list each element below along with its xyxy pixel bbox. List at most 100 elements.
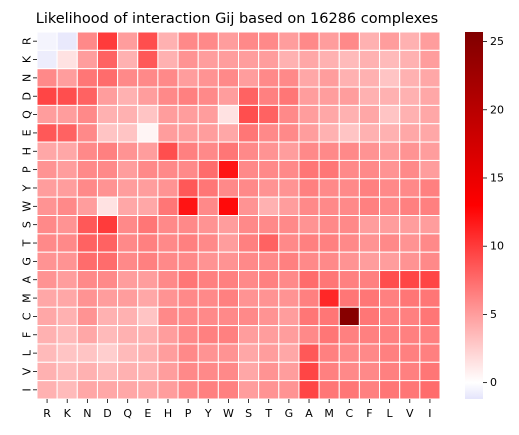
heatmap-cell-D-F <box>358 86 381 106</box>
heatmap-cell-Q-E <box>137 104 159 125</box>
heatmap-cell-S-Q <box>117 215 139 235</box>
heatmap-cell-R-I <box>419 31 441 51</box>
heatmap-cell-I-R <box>36 380 58 400</box>
heatmap-cell-M-C <box>338 288 360 308</box>
heatmap-cell-Y-W <box>217 178 240 198</box>
heatmap-cell-L-H <box>157 343 179 363</box>
heatmap-cell-K-E <box>137 49 159 70</box>
heatmap-cell-N-A <box>298 68 320 88</box>
heatmap-cell-A-D <box>96 270 119 290</box>
heatmap-cell-C-A <box>298 306 320 327</box>
x-tick-label: S <box>245 407 252 420</box>
colorbar-tick-label: 0 <box>490 376 497 389</box>
heatmap-cell-G-T <box>258 251 280 272</box>
heatmap-cell-R-R <box>36 31 58 51</box>
heatmap-cell-R-Q <box>117 31 139 51</box>
heatmap-cell-Q-S <box>238 104 260 125</box>
y-tick-label: C <box>21 312 34 320</box>
heatmap-cell-G-Y <box>197 251 219 272</box>
heatmap-cell-Q-T <box>258 104 280 125</box>
heatmap-cell-L-G <box>278 343 300 363</box>
heatmap-cell-R-A <box>298 31 320 51</box>
heatmap-cell-P-I <box>419 159 441 180</box>
heatmap-cell-H-Y <box>197 141 219 161</box>
heatmap-cell-P-M <box>318 159 340 180</box>
heatmap-cell-G-K <box>56 251 78 272</box>
heatmap-cell-V-E <box>137 361 159 382</box>
heatmap-cell-E-E <box>137 123 159 143</box>
heatmap-cell-M-K <box>56 288 78 308</box>
heatmap-cell-K-P <box>177 49 199 70</box>
heatmap-cell-A-M <box>318 270 340 290</box>
heatmap-cell-D-A <box>298 86 320 106</box>
heatmap-cell-M-P <box>177 288 199 308</box>
heatmap-cell-N-F <box>358 68 381 88</box>
heatmap-cell-L-T <box>258 343 280 363</box>
heatmap-cell-Y-P <box>177 178 199 198</box>
heatmap-cell-S-A <box>298 215 320 235</box>
heatmap-cell-F-D <box>96 325 119 345</box>
heatmap-cell-M-E <box>137 288 159 308</box>
heatmap-cell-Y-Q <box>117 178 139 198</box>
x-tick-label: I <box>428 407 431 420</box>
heatmap-cell-W-N <box>76 196 98 216</box>
heatmap-cell-A-G <box>278 270 300 290</box>
heatmap-cell-H-C <box>338 141 360 161</box>
heatmap-cell-V-D <box>96 361 119 382</box>
heatmap-cell-V-T <box>258 361 280 382</box>
heatmap-cell-M-N <box>76 288 98 308</box>
heatmap-cell-Q-I <box>419 104 441 125</box>
heatmap-cell-A-R <box>36 270 58 290</box>
heatmap-cell-R-C <box>338 31 360 51</box>
heatmap-cell-V-R <box>36 361 58 382</box>
heatmap-cell-S-H <box>157 215 179 235</box>
heatmap-cell-P-Y <box>197 159 219 180</box>
heatmap-cell-V-V <box>399 361 421 382</box>
heatmap-cell-H-V <box>399 141 421 161</box>
heatmap-cell-F-V <box>399 325 421 345</box>
heatmap-cell-W-T <box>258 196 280 216</box>
heatmap-cell-D-W <box>217 86 240 106</box>
x-tick-label: H <box>164 407 172 420</box>
y-tick-label: P <box>21 166 34 173</box>
heatmap-cell-W-A <box>298 196 320 216</box>
heatmap-cell-D-L <box>379 86 401 106</box>
heatmap-cell-D-D <box>96 86 119 106</box>
y-tick-label: M <box>21 293 34 303</box>
heatmap-cell-N-Y <box>197 68 219 88</box>
heatmap-cell-S-P <box>177 215 199 235</box>
heatmap-cell-P-V <box>399 159 421 180</box>
heatmap-cell-D-P <box>177 86 199 106</box>
heatmap-cell-P-K <box>56 159 78 180</box>
heatmap-cell-S-V <box>399 215 421 235</box>
x-tick-label: R <box>43 407 51 420</box>
heatmap-cell-N-I <box>419 68 441 88</box>
colorbar-tick-label: 25 <box>490 35 504 48</box>
heatmap-cell-M-H <box>157 288 179 308</box>
heatmap-cell-E-T <box>258 123 280 143</box>
heatmap-cell-C-E <box>137 306 159 327</box>
heatmap-cell-C-D <box>96 306 119 327</box>
chart-title: Likelihood of interaction Gij based on 1… <box>36 11 439 27</box>
heatmap-cell-E-I <box>419 123 441 143</box>
heatmap-cell-F-W <box>217 325 240 345</box>
heatmap-cell-R-D <box>96 31 119 51</box>
heatmap-cell-I-Q <box>117 380 139 400</box>
heatmap-cell-N-G <box>278 68 300 88</box>
heatmap-cell-D-H <box>157 86 179 106</box>
heatmap-cell-S-R <box>36 215 58 235</box>
heatmap-cell-I-A <box>298 380 320 400</box>
heatmap-cell-R-W <box>217 31 240 51</box>
heatmap-cell-I-K <box>56 380 78 400</box>
heatmap-cell-F-F <box>358 325 381 345</box>
heatmap-cell-R-K <box>56 31 78 51</box>
y-tick-label: Y <box>21 184 34 192</box>
heatmap-cell-R-M <box>318 31 340 51</box>
heatmap-cell-C-F <box>358 306 381 327</box>
heatmap-cell-S-K <box>56 215 78 235</box>
heatmap-cell-R-G <box>278 31 300 51</box>
heatmap-cell-H-T <box>258 141 280 161</box>
heatmap-cell-C-T <box>258 306 280 327</box>
heatmap-cell-L-M <box>318 343 340 363</box>
heatmap-cell-F-S <box>238 325 260 345</box>
